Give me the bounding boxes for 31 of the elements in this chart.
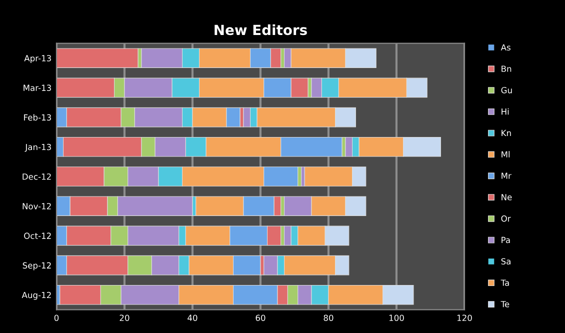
bar bbox=[56, 48, 138, 68]
x-tick-label: 60 bbox=[256, 314, 266, 321]
y-tick-label: Sep-12 bbox=[22, 262, 51, 270]
legend-label: Sa bbox=[501, 258, 510, 264]
y-tick-label: Aug-12 bbox=[22, 292, 51, 300]
x-tick-label: 40 bbox=[188, 314, 198, 321]
y-tick-label: Oct-12 bbox=[24, 232, 51, 239]
x-tick-label: 20 bbox=[120, 314, 130, 321]
legend-label: Or bbox=[501, 215, 511, 222]
legend-label: Hi bbox=[502, 108, 509, 115]
legend-label: Te bbox=[500, 301, 510, 308]
legend-label: Gu bbox=[501, 87, 512, 94]
y-tick-label: Mar-13 bbox=[24, 84, 51, 91]
legend-label: Pa bbox=[502, 236, 510, 244]
x-tick-label: 120 bbox=[457, 314, 472, 321]
chart-title: New Editors bbox=[214, 24, 307, 36]
y-tick-label: Dec-12 bbox=[22, 173, 51, 180]
legend-label: As bbox=[500, 44, 510, 51]
x-tick-label: 80 bbox=[324, 314, 334, 321]
legend-label: Ne bbox=[502, 194, 512, 200]
legend-label: Ml bbox=[502, 151, 510, 158]
y-tick-label: Apr-13 bbox=[24, 55, 51, 63]
y-tick-label: Feb-13 bbox=[24, 114, 51, 121]
x-tick-label: 100 bbox=[389, 314, 404, 321]
y-tick-label: Nov-12 bbox=[22, 203, 51, 210]
y-tick-label: Jan-13 bbox=[24, 144, 51, 152]
legend-label: Mr bbox=[502, 172, 512, 179]
legend-label: Kn bbox=[502, 130, 511, 136]
legend-label: Ta bbox=[500, 280, 509, 286]
legend-label: Bn bbox=[502, 66, 512, 72]
x-tick-label: 0 bbox=[54, 314, 59, 321]
